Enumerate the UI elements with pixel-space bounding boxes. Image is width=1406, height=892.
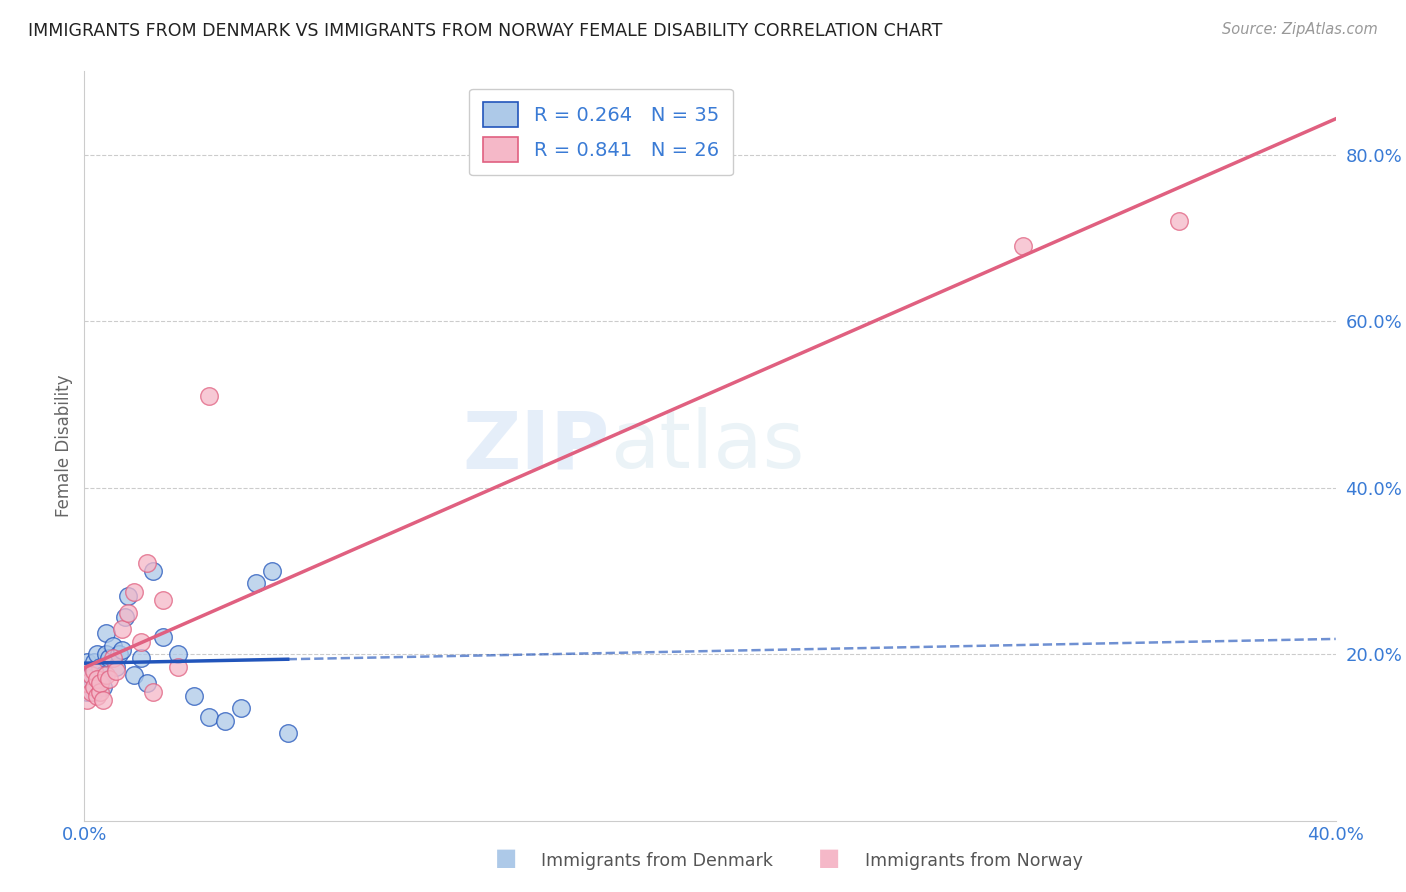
Point	[101, 639, 124, 653]
Point	[136, 556, 159, 570]
Point	[136, 676, 159, 690]
Point	[76, 656, 98, 670]
Point	[124, 584, 146, 599]
Text: Source: ZipAtlas.com: Source: ZipAtlas.com	[1222, 22, 1378, 37]
Point	[129, 634, 152, 648]
Point	[96, 647, 118, 661]
Point	[152, 631, 174, 645]
Point	[86, 689, 108, 703]
Point	[101, 651, 124, 665]
Legend: R = 0.264   N = 35, R = 0.841   N = 26: R = 0.264 N = 35, R = 0.841 N = 26	[470, 88, 733, 176]
Point	[124, 668, 146, 682]
Point	[229, 701, 252, 715]
Text: ■: ■	[495, 846, 517, 870]
Point	[76, 684, 98, 698]
Point	[117, 606, 139, 620]
Point	[114, 609, 136, 624]
Point	[98, 651, 121, 665]
Point	[89, 672, 111, 686]
Text: Immigrants from Denmark: Immigrants from Denmark	[541, 852, 773, 870]
Point	[142, 564, 165, 578]
Y-axis label: Female Disability: Female Disability	[55, 375, 73, 517]
Point	[76, 693, 98, 707]
Point	[1012, 239, 1035, 253]
Point	[83, 668, 105, 682]
Point	[1168, 214, 1191, 228]
Point	[89, 684, 111, 698]
Point	[98, 672, 121, 686]
Point	[86, 647, 108, 661]
Text: atlas: atlas	[610, 407, 804, 485]
Point	[167, 659, 190, 673]
Point	[183, 689, 205, 703]
Point	[198, 709, 221, 723]
Point	[167, 647, 190, 661]
Point	[83, 664, 105, 678]
Point	[129, 651, 152, 665]
Point	[214, 714, 236, 728]
Text: IMMIGRANTS FROM DENMARK VS IMMIGRANTS FROM NORWAY FEMALE DISABILITY CORRELATION : IMMIGRANTS FROM DENMARK VS IMMIGRANTS FR…	[28, 22, 942, 40]
Point	[104, 664, 127, 678]
Point	[86, 672, 108, 686]
Point	[83, 684, 105, 698]
Point	[96, 668, 118, 682]
Point	[89, 676, 111, 690]
Point	[277, 726, 299, 740]
Point	[83, 656, 105, 670]
Point	[86, 676, 108, 690]
Text: ■: ■	[818, 846, 841, 870]
Point	[91, 681, 114, 695]
Point	[111, 622, 134, 636]
Point	[111, 643, 134, 657]
Point	[79, 668, 101, 682]
Point	[91, 693, 114, 707]
Point	[91, 668, 114, 682]
Point	[262, 564, 284, 578]
Text: ZIP: ZIP	[463, 407, 610, 485]
Point	[79, 684, 101, 698]
Point	[83, 681, 105, 695]
Point	[198, 389, 221, 403]
Point	[89, 659, 111, 673]
Point	[245, 576, 267, 591]
Point	[117, 589, 139, 603]
Point	[79, 681, 101, 695]
Point	[96, 626, 118, 640]
Point	[76, 676, 98, 690]
Point	[142, 684, 165, 698]
Text: Immigrants from Norway: Immigrants from Norway	[865, 852, 1083, 870]
Point	[152, 593, 174, 607]
Point	[107, 647, 129, 661]
Point	[79, 668, 101, 682]
Point	[104, 659, 127, 673]
